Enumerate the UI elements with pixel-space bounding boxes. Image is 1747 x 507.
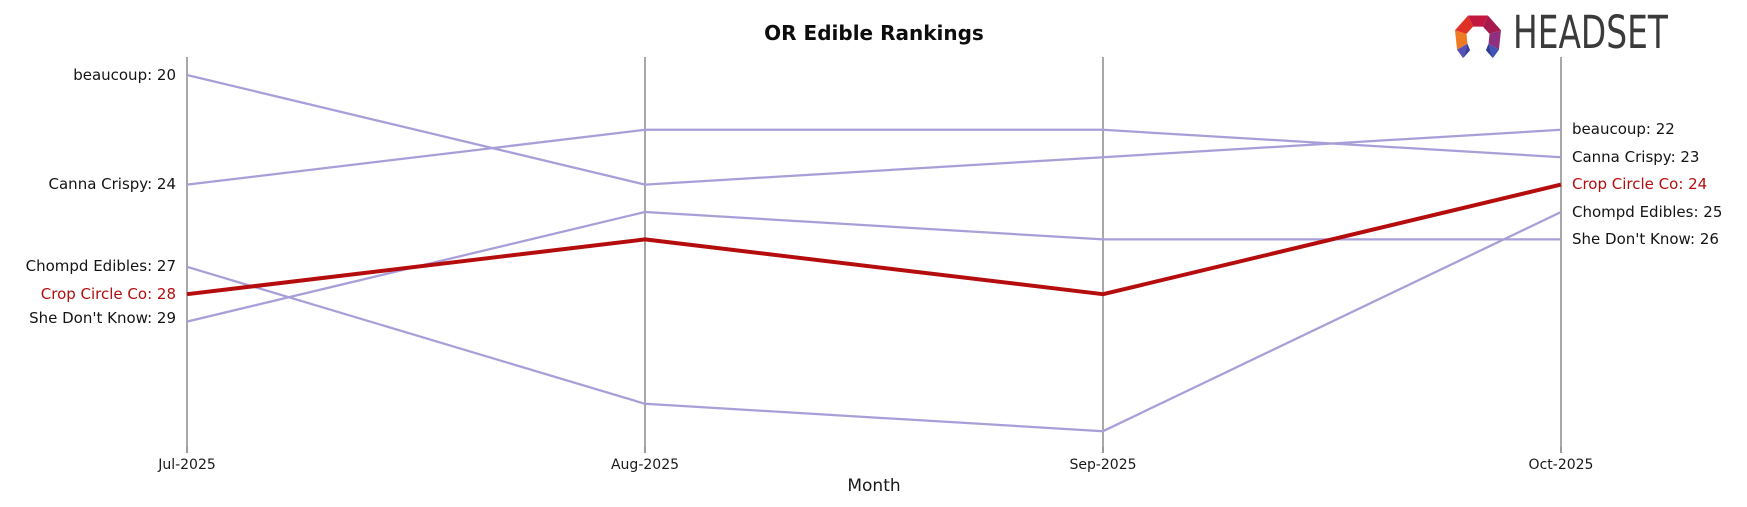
- x-tick-label-Aug-2025: Aug-2025: [610, 457, 680, 473]
- series-endpoint-label-left: Crop Circle Co: 28: [40, 284, 176, 303]
- x-axis-title: Month: [847, 476, 901, 496]
- x-tick-label-Oct-2025: Oct-2025: [1528, 457, 1594, 473]
- x-tick-label-Sep-2025: Sep-2025: [1069, 457, 1137, 473]
- series-endpoint-label-left: beaucoup: 20: [73, 65, 176, 84]
- headset-logo-mark: [1454, 15, 1501, 59]
- series-endpoint-label-right: Chompd Edibles: 25: [1572, 202, 1723, 221]
- series-line-chompd-edibles: [186, 210, 1562, 433]
- series-endpoint-label-right: beaucoup: 22: [1572, 120, 1675, 139]
- headset-logo-text: HEADSET: [1512, 6, 1668, 59]
- series-endpoint-label-left: She Don't Know: 29: [29, 309, 176, 328]
- x-tick-label-Jul-2025: Jul-2025: [158, 457, 216, 473]
- chart-title: OR Edible Rankings: [764, 21, 984, 45]
- series-endpoint-label-left: Chompd Edibles: 27: [25, 257, 176, 276]
- series-endpoint-label-right: Canna Crispy: 23: [1572, 147, 1700, 166]
- headset-logo: HEADSET: [1449, 6, 1725, 60]
- series-line-canna-crispy: [186, 128, 1562, 186]
- series-endpoint-label-left: Canna Crispy: 24: [48, 175, 176, 194]
- series-endpoint-label-right: She Don't Know: 26: [1572, 229, 1719, 248]
- series-line-crop-circle-co: [186, 182, 1562, 297]
- series-endpoint-label-right: Crop Circle Co: 24: [1572, 175, 1708, 194]
